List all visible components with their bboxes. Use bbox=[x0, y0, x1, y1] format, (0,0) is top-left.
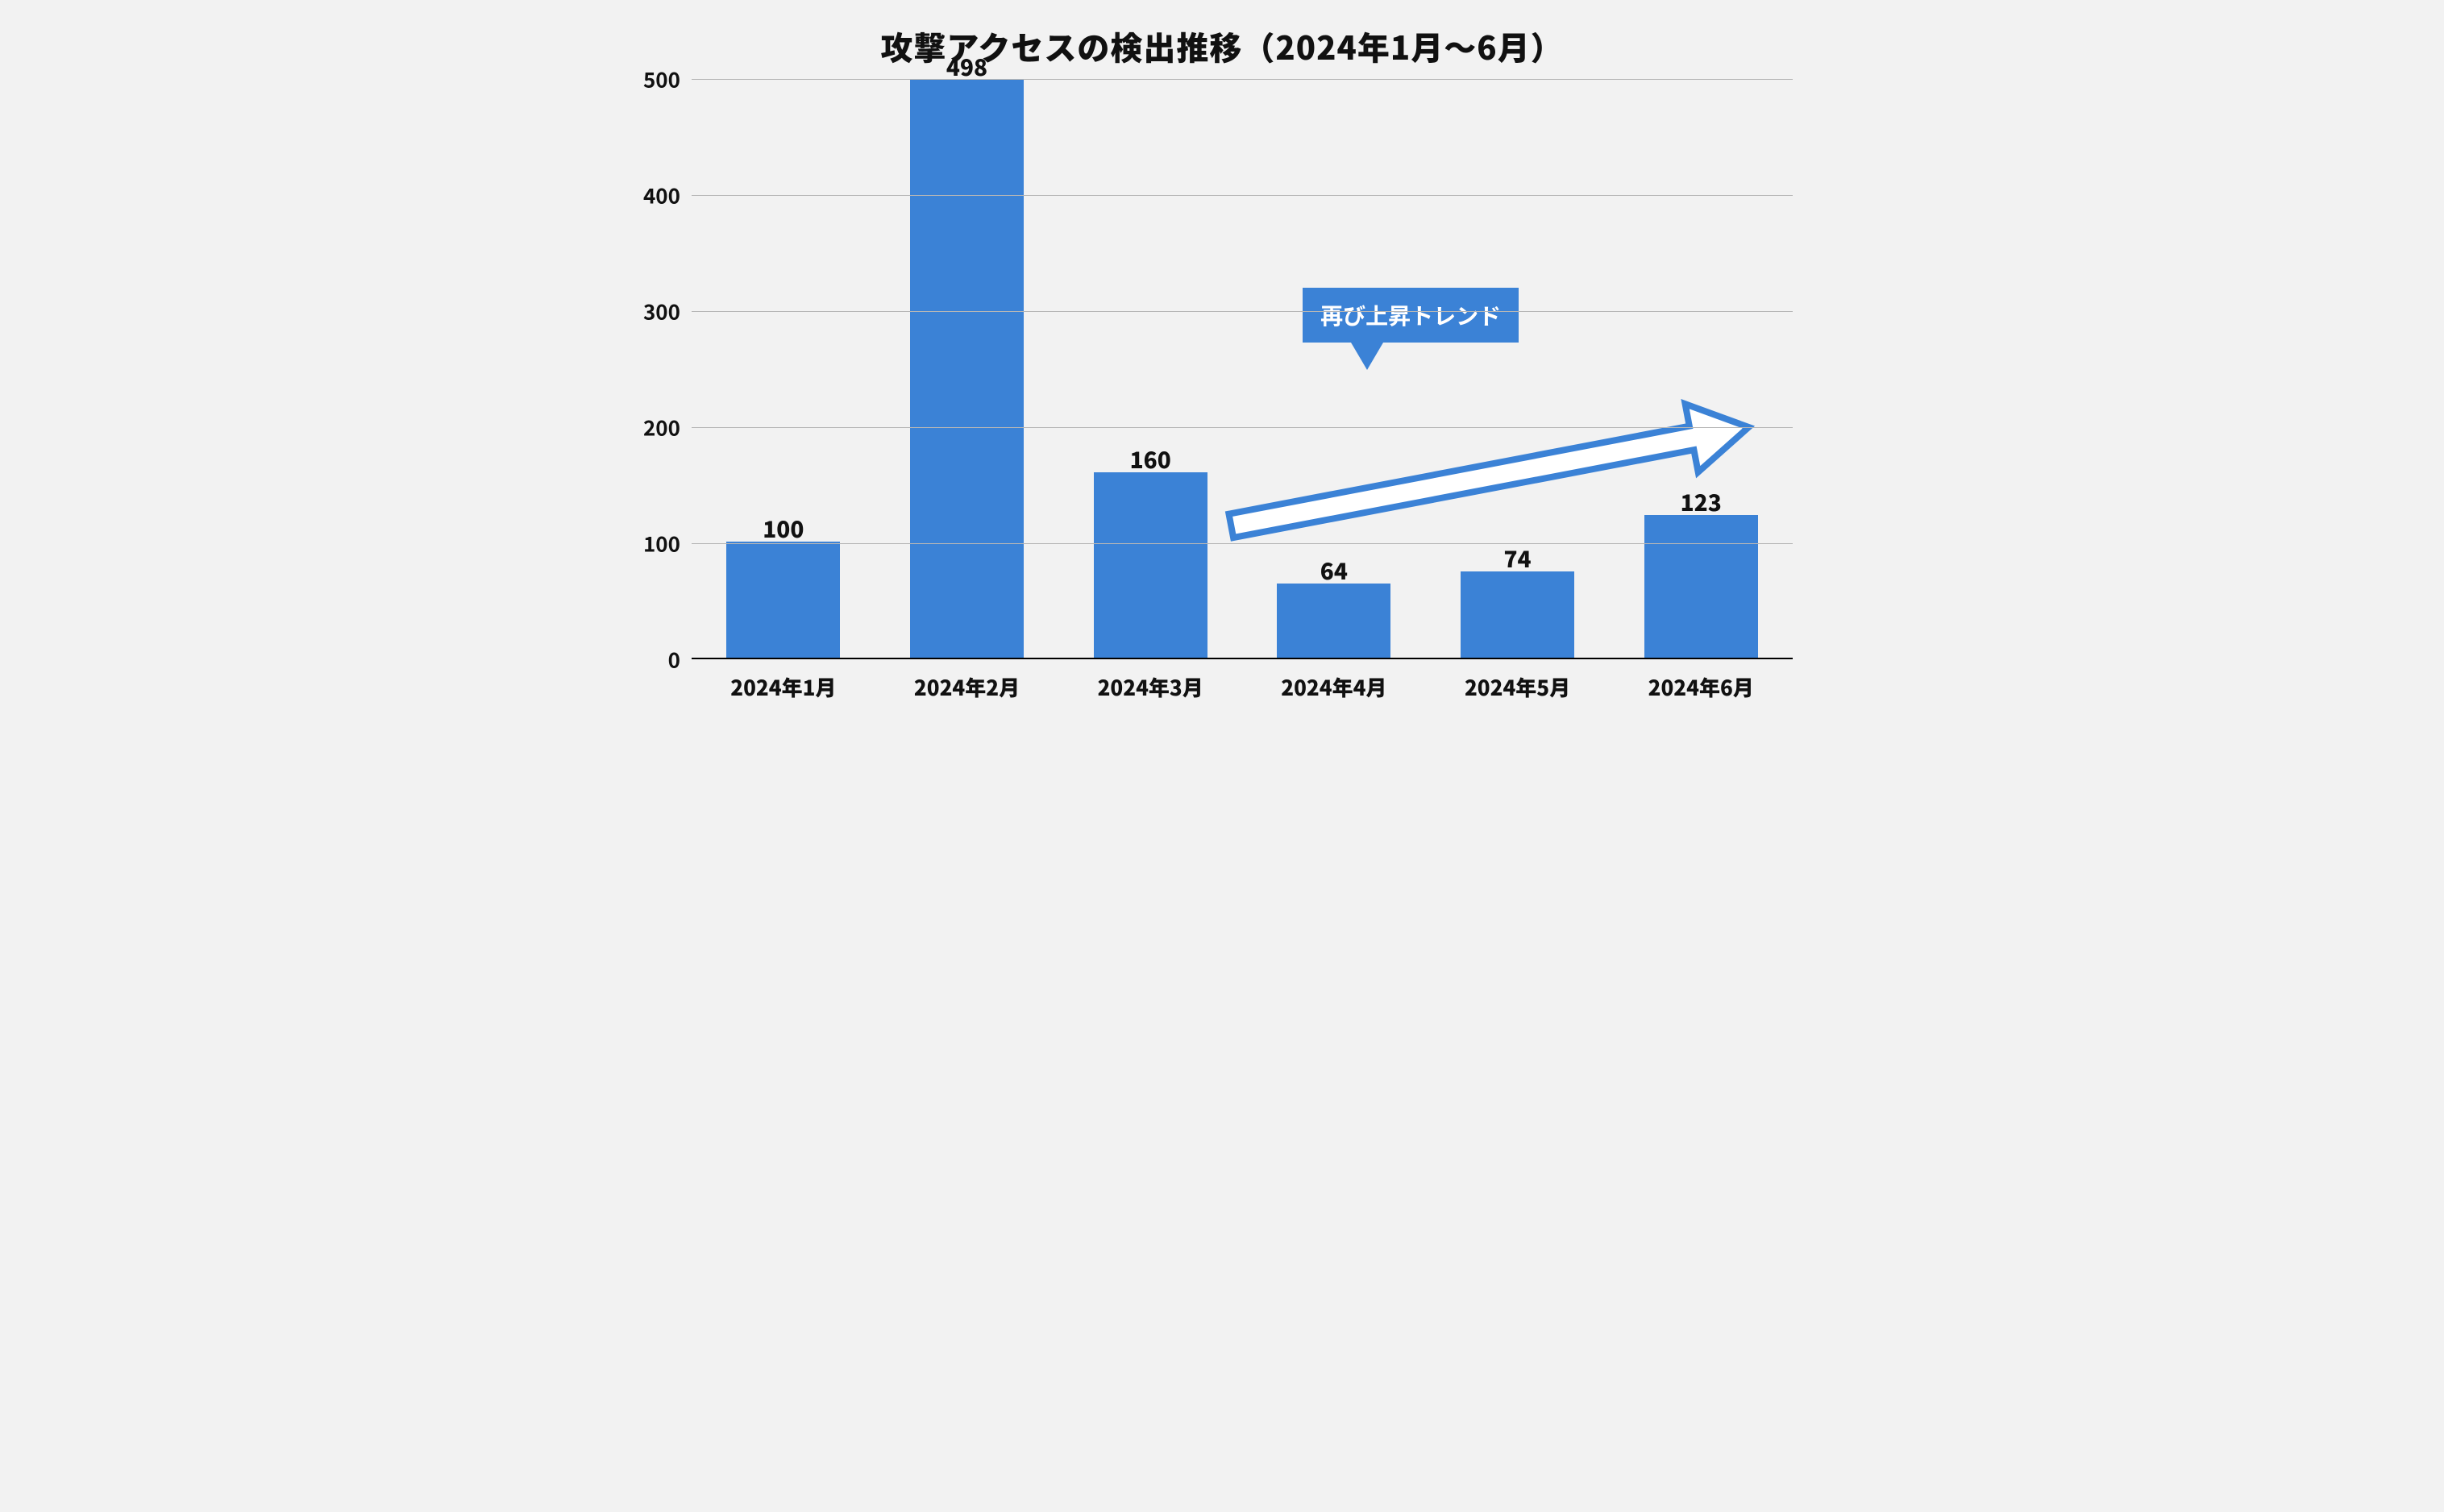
chart: 1004981606474123 再び上昇トレンド 01002003004005… bbox=[692, 79, 1793, 702]
bar: 64 bbox=[1277, 584, 1390, 658]
bar: 74 bbox=[1461, 571, 1574, 658]
x-tick-label: 2024年6月 bbox=[1609, 672, 1793, 702]
x-tick-label: 2024年5月 bbox=[1426, 672, 1610, 702]
bar-slot: 498 bbox=[875, 79, 1059, 658]
bar: 498 bbox=[910, 80, 1024, 658]
bar-slot: 160 bbox=[1058, 79, 1242, 658]
bar-value-label: 498 bbox=[946, 51, 987, 83]
x-tick-label: 2024年2月 bbox=[875, 672, 1059, 702]
bar-slot: 74 bbox=[1426, 79, 1610, 658]
gridline bbox=[692, 427, 1793, 428]
bar-slot: 123 bbox=[1609, 79, 1793, 658]
plot-area: 1004981606474123 再び上昇トレンド 01002003004005… bbox=[692, 79, 1793, 659]
bar-value-label: 64 bbox=[1320, 555, 1348, 587]
y-tick-label: 300 bbox=[643, 297, 692, 326]
x-tick-label: 2024年3月 bbox=[1058, 672, 1242, 702]
gridline bbox=[692, 543, 1793, 544]
y-tick-label: 400 bbox=[643, 181, 692, 210]
bar: 123 bbox=[1644, 515, 1758, 658]
bar: 100 bbox=[726, 542, 840, 658]
chart-container: 攻撃アクセスの検出推移（2024年1月〜6月） 100 498 160 64 74 123… bbox=[611, 0, 1833, 756]
bar: 160 bbox=[1094, 472, 1207, 658]
bar-slot: 100 bbox=[692, 79, 875, 658]
bar-value-label: 160 bbox=[1130, 443, 1171, 476]
x-axis-labels: 2024年1月2024年2月2024年3月2024年4月2024年5月2024年… bbox=[692, 672, 1793, 702]
y-tick-label: 0 bbox=[668, 645, 692, 675]
callout-text: 再び上昇トレンド bbox=[1320, 299, 1501, 331]
gridline bbox=[692, 79, 1793, 80]
y-tick-label: 500 bbox=[643, 64, 692, 94]
bars-group: 100 498 160 64 74 123 bbox=[692, 79, 1793, 658]
x-tick-label: 2024年1月 bbox=[692, 672, 875, 702]
y-tick-label: 200 bbox=[643, 413, 692, 442]
bar-value-label: 100 bbox=[763, 513, 804, 545]
gridline bbox=[692, 195, 1793, 196]
callout-tail bbox=[1351, 343, 1383, 370]
chart-title: 攻撃アクセスの検出推移（2024年1月〜6月） bbox=[643, 23, 1801, 69]
x-tick-label: 2024年4月 bbox=[1242, 672, 1426, 702]
callout-bubble: 再び上昇トレンド bbox=[1303, 288, 1519, 343]
bar-value-label: 74 bbox=[1503, 542, 1531, 575]
gridline bbox=[692, 311, 1793, 312]
y-tick-label: 100 bbox=[643, 529, 692, 559]
bar-slot: 64 bbox=[1242, 79, 1426, 658]
bar-value-label: 123 bbox=[1681, 486, 1722, 518]
